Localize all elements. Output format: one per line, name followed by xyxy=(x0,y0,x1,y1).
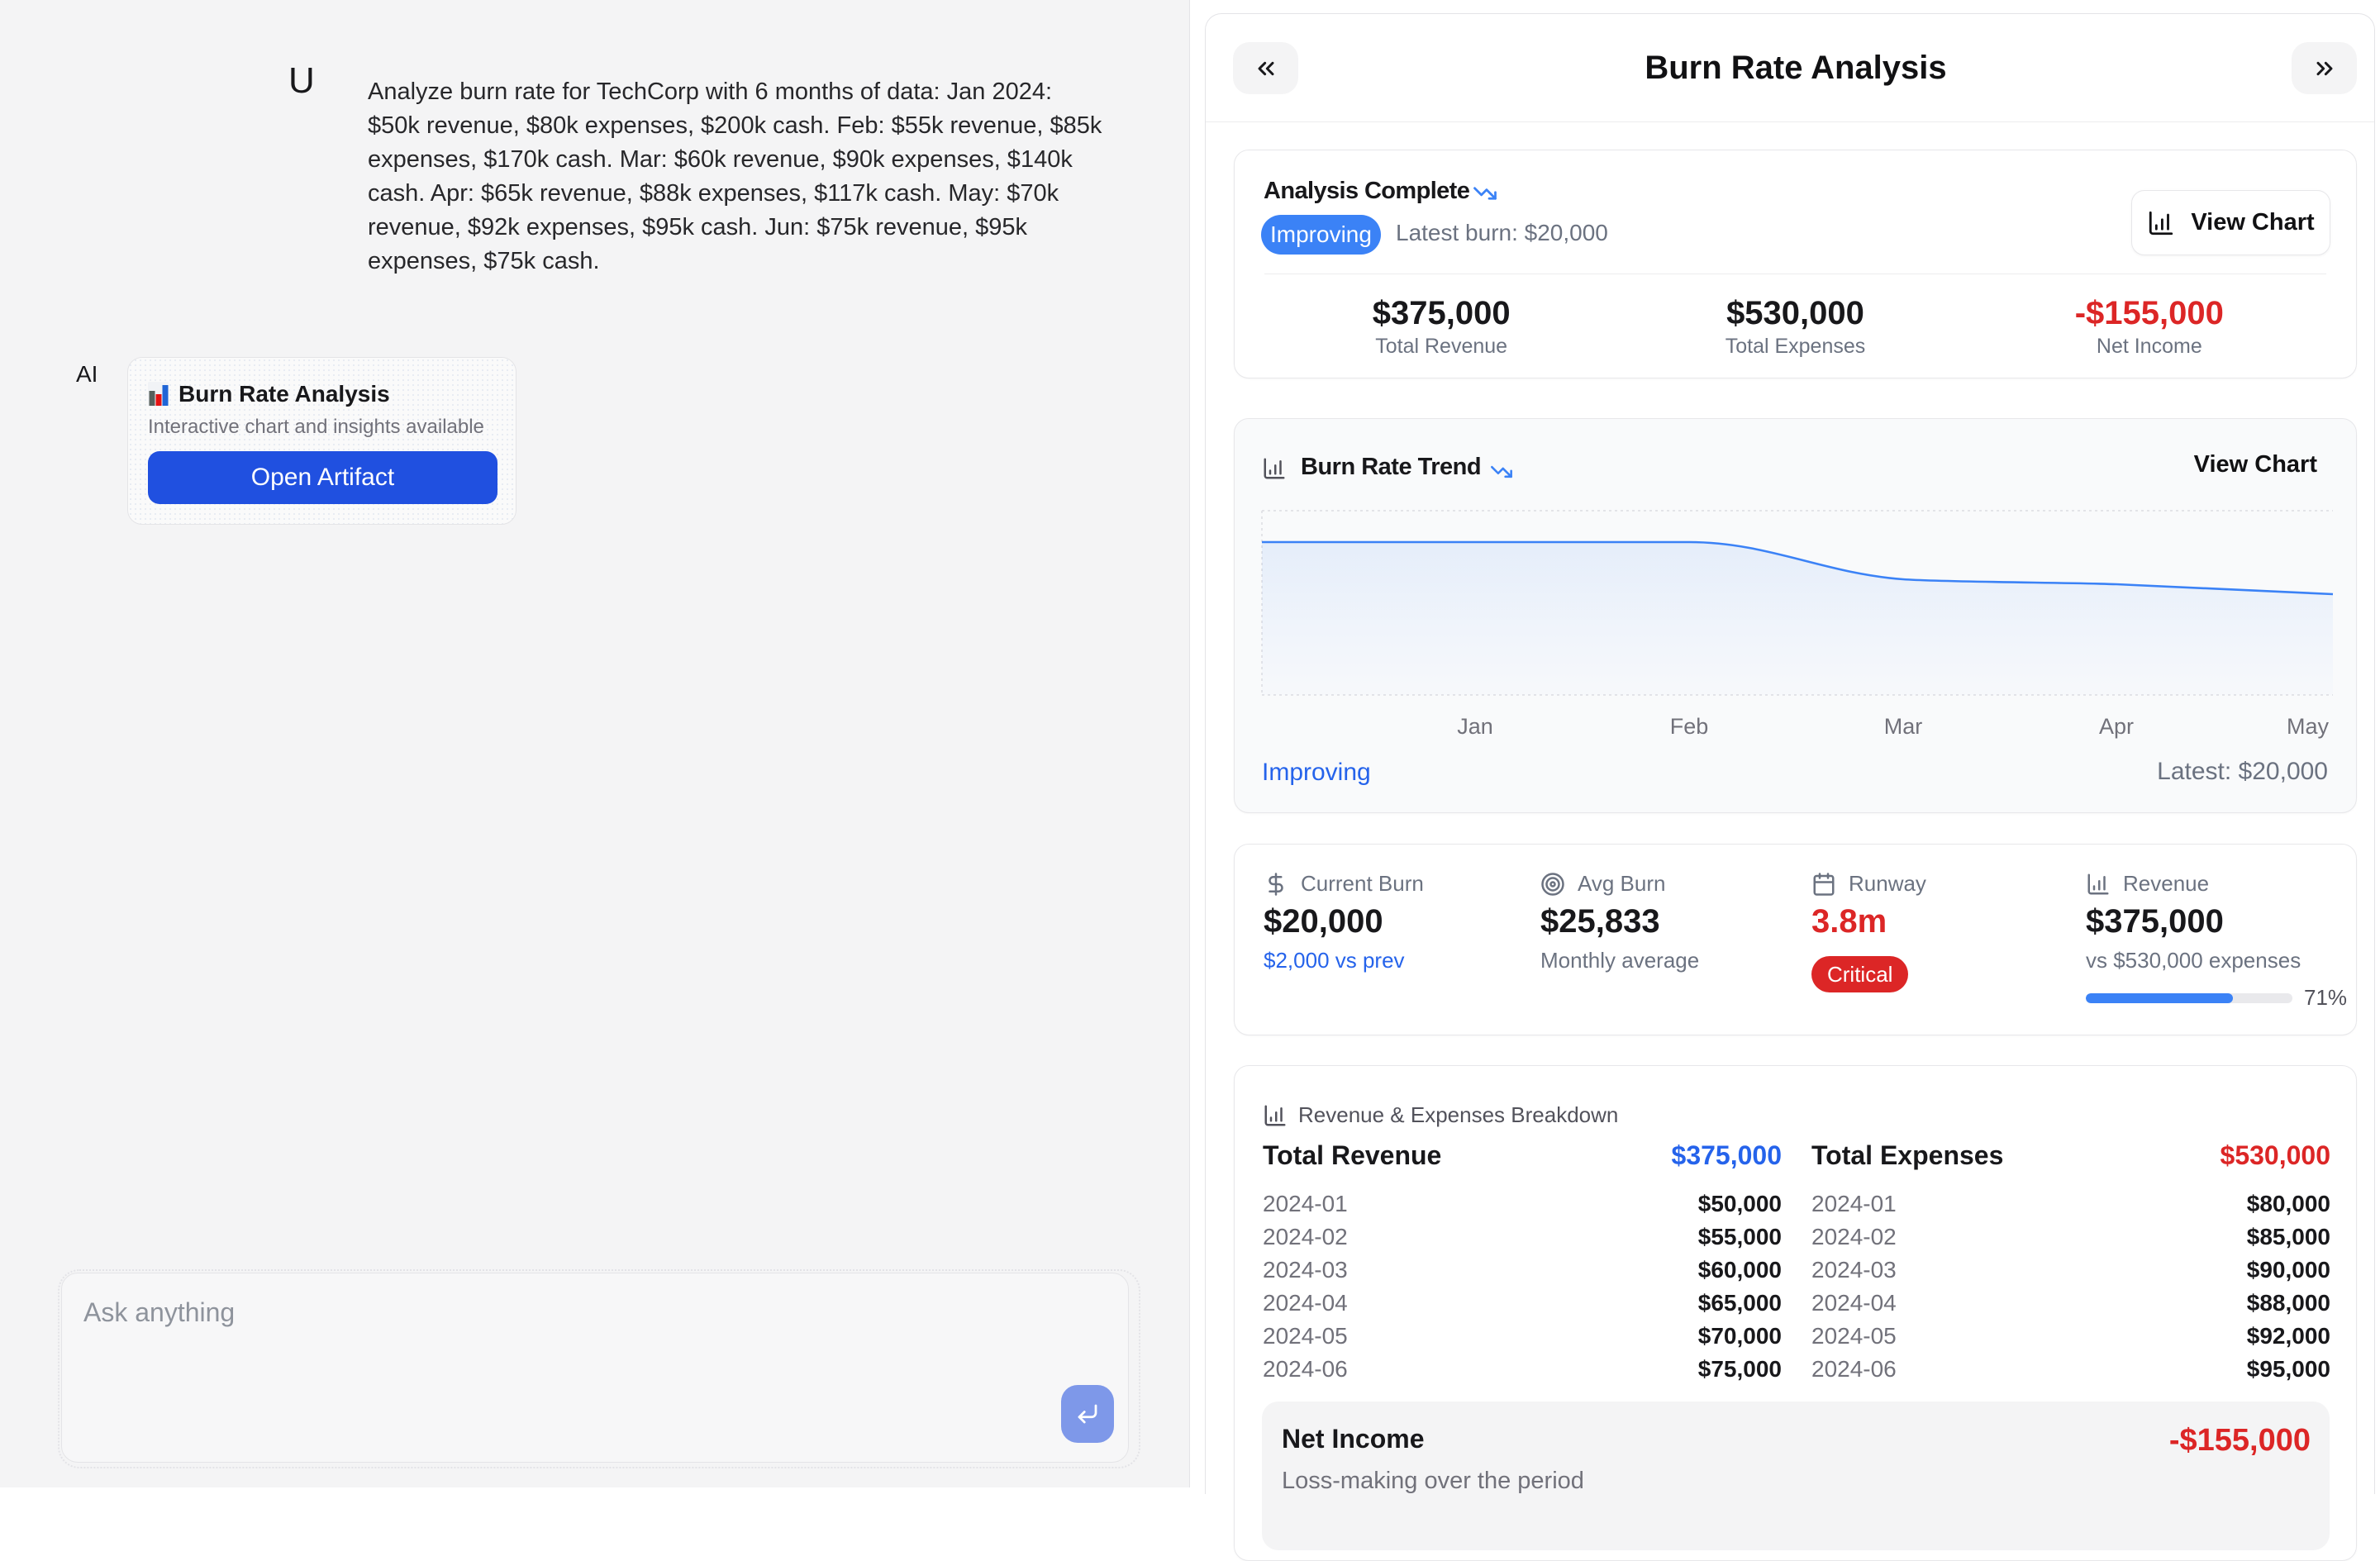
svg-text:Mar: Mar xyxy=(1884,714,1923,739)
svg-text:Feb: Feb xyxy=(1670,714,1709,739)
svg-text:Apr: Apr xyxy=(2099,714,2134,739)
svg-text:May: May xyxy=(2287,714,2330,739)
svg-text:Jan: Jan xyxy=(1457,714,1493,739)
